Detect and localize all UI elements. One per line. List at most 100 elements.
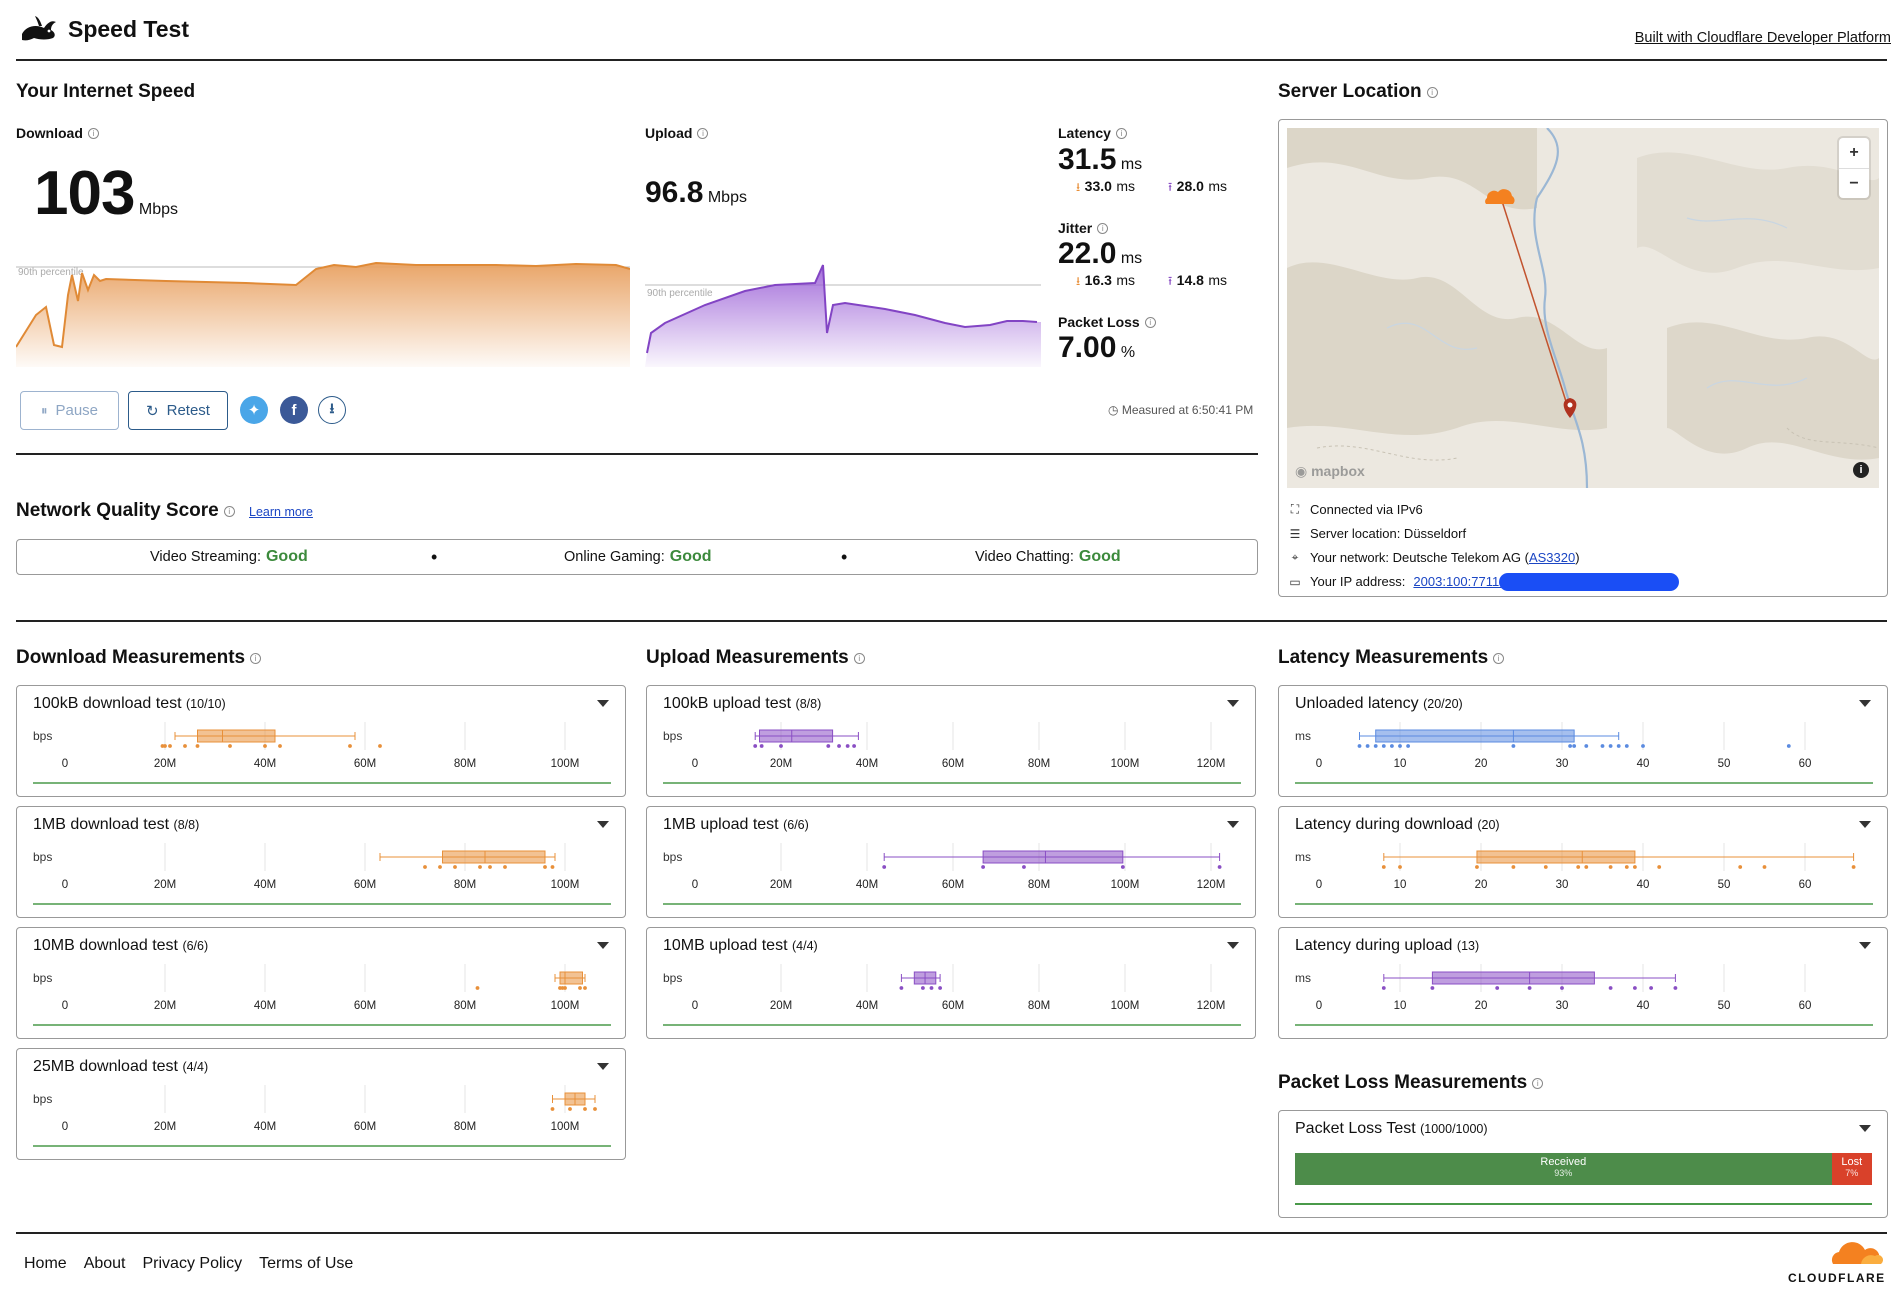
jitter-info-icon[interactable] [1097,223,1109,234]
expand-caret-icon[interactable] [1227,942,1239,949]
dl1m-boxplot: bps 0 20M 40M 60M 80M 100M [33,843,611,905]
axis-tick-label: 10 [1394,879,1407,891]
ip-address-link[interactable]: 2003:100:7711: [1413,574,1503,589]
retest-button[interactable]: ↻ Retest [128,391,228,430]
nqs-info-icon[interactable] [223,506,235,517]
sample-point [1608,744,1613,748]
jitter-down: ⭳ 16.3 ms [1076,272,1136,288]
upload-chart: 90th percentile [645,264,1041,367]
axis-tick-label: 60 [1799,879,1812,891]
packet-loss-bar: Received 93% Lost 7% [1295,1153,1872,1185]
cloudflare-wordmark: CLOUDFLARE [1788,1271,1886,1285]
card-title: 10MB download test (6/6) [33,937,209,954]
sample-point [423,865,427,869]
iqr-box [1375,729,1575,743]
card-title: 25MB download test (4/4) [33,1058,209,1075]
expand-caret-icon[interactable] [1859,942,1871,949]
axis-tick-label: 30 [1556,758,1569,770]
sample-point [1673,986,1678,990]
expand-caret-icon[interactable] [597,821,609,828]
expand-caret-icon[interactable] [1227,700,1239,707]
upload-info-icon[interactable] [697,128,709,139]
browser-icon: ▭ [1289,574,1301,589]
axis-tick-label: 60M [942,879,964,891]
sample-point [929,986,934,990]
network-icon: ⛶ [1290,502,1300,516]
sample-point [1381,744,1386,748]
axis-tick-label: 80M [454,1000,476,1012]
download-results-icon[interactable]: ⭳ [318,396,346,424]
map-info-icon[interactable]: i [1853,462,1869,478]
axis-tick-label: 20 [1475,879,1488,891]
expand-caret-icon[interactable] [1859,821,1871,828]
axis-unit-label: bps [663,971,682,985]
footer-link-privacy[interactable]: Privacy Policy [142,1255,243,1272]
sample-point [183,744,187,748]
expand-caret-icon[interactable] [597,700,609,707]
expand-caret-icon[interactable] [1227,821,1239,828]
server-map[interactable]: + − ◉ mapbox i [1287,128,1879,488]
learn-more-link[interactable]: Learn more [249,505,313,519]
expand-caret-icon[interactable] [597,942,609,949]
sample-point [882,865,887,869]
sample-point [1373,744,1378,748]
twitter-share-icon[interactable]: ✦ [240,396,268,424]
latency-measurements-heading: Latency Measurements [1278,647,1505,669]
server-info-icon[interactable] [1426,87,1438,98]
footer-link-about[interactable]: About [83,1255,126,1272]
download-measurements-info-icon[interactable] [250,653,262,664]
pause-button[interactable]: ⏸ Pause [20,391,119,430]
expand-caret-icon[interactable] [1859,700,1871,707]
route-line [1500,197,1571,415]
sample-point [1624,744,1629,748]
upload-measurements-info-icon[interactable] [853,653,865,664]
sample-point [1584,865,1589,869]
expand-caret-icon[interactable] [1859,1125,1871,1132]
server-heading: Server Location [1278,81,1438,103]
map-zoom-in-button[interactable]: + [1849,144,1859,161]
sample-point [1120,865,1125,869]
expand-caret-icon[interactable] [597,1063,609,1070]
map-zoom-out-button[interactable]: − [1839,168,1869,198]
axis-unit-label: bps [33,729,52,743]
sample-point [852,744,856,748]
axis-tick-label: 40M [254,879,276,891]
axis-tick-label: 100M [1111,879,1140,891]
header-divider [16,59,1887,61]
sample-point [1390,744,1394,748]
packet-loss-measurements-info-icon[interactable] [1532,1078,1544,1089]
refresh-icon: ↻ [146,402,159,420]
axis-tick-label: 80M [1028,758,1050,770]
footer-link-terms[interactable]: Terms of Use [259,1255,354,1272]
axis-tick-label: 80M [1028,1000,1050,1012]
sample-point [1572,744,1577,748]
jitter-label: Jitter [1058,220,1109,236]
sample-point [163,744,167,748]
sample-point [1641,744,1645,748]
axis-tick-label: 0 [692,758,698,770]
asn-link[interactable]: AS3320 [1528,550,1576,565]
axis-tick-label: 60 [1799,1000,1812,1012]
axis-tick-label: 60M [354,879,376,891]
card-ul100k: 100kB upload test (8/8) bps 0 20M 40M 60M 80M… [646,685,1256,797]
footer-link-home[interactable]: Home [24,1255,67,1272]
built-with-link[interactable]: Built with Cloudflare Developer Platform [1634,30,1891,46]
download-info-icon[interactable] [87,128,99,139]
sample-point [826,744,831,748]
card-latd: Latency during download (20) ms 0 10 20 30 40… [1278,806,1888,918]
mapbox-attribution[interactable]: ◉ mapbox [1295,463,1365,479]
latency-measurements-info-icon[interactable] [1493,653,1505,664]
sample-point [438,865,442,869]
iqr-box [197,729,276,743]
cloudflare-cloud-logo [1831,1242,1883,1264]
nqs-video-chatting: Video Chatting: Good [975,548,1121,565]
iqr-box [442,850,546,864]
latency-info-icon[interactable] [1115,128,1127,139]
packet-loss-info-icon[interactable] [1144,317,1156,328]
facebook-share-icon[interactable]: f [280,396,308,424]
axis-tick-label: 100M [551,1121,580,1133]
sample-point [1495,986,1500,990]
card-ul1m: 1MB upload test (6/6) bps 0 20M 40M 60M 80M 10… [646,806,1256,918]
axis-tick-label: 40M [856,1000,878,1012]
jitter-up: ⭱ 14.8 ms [1168,272,1228,288]
